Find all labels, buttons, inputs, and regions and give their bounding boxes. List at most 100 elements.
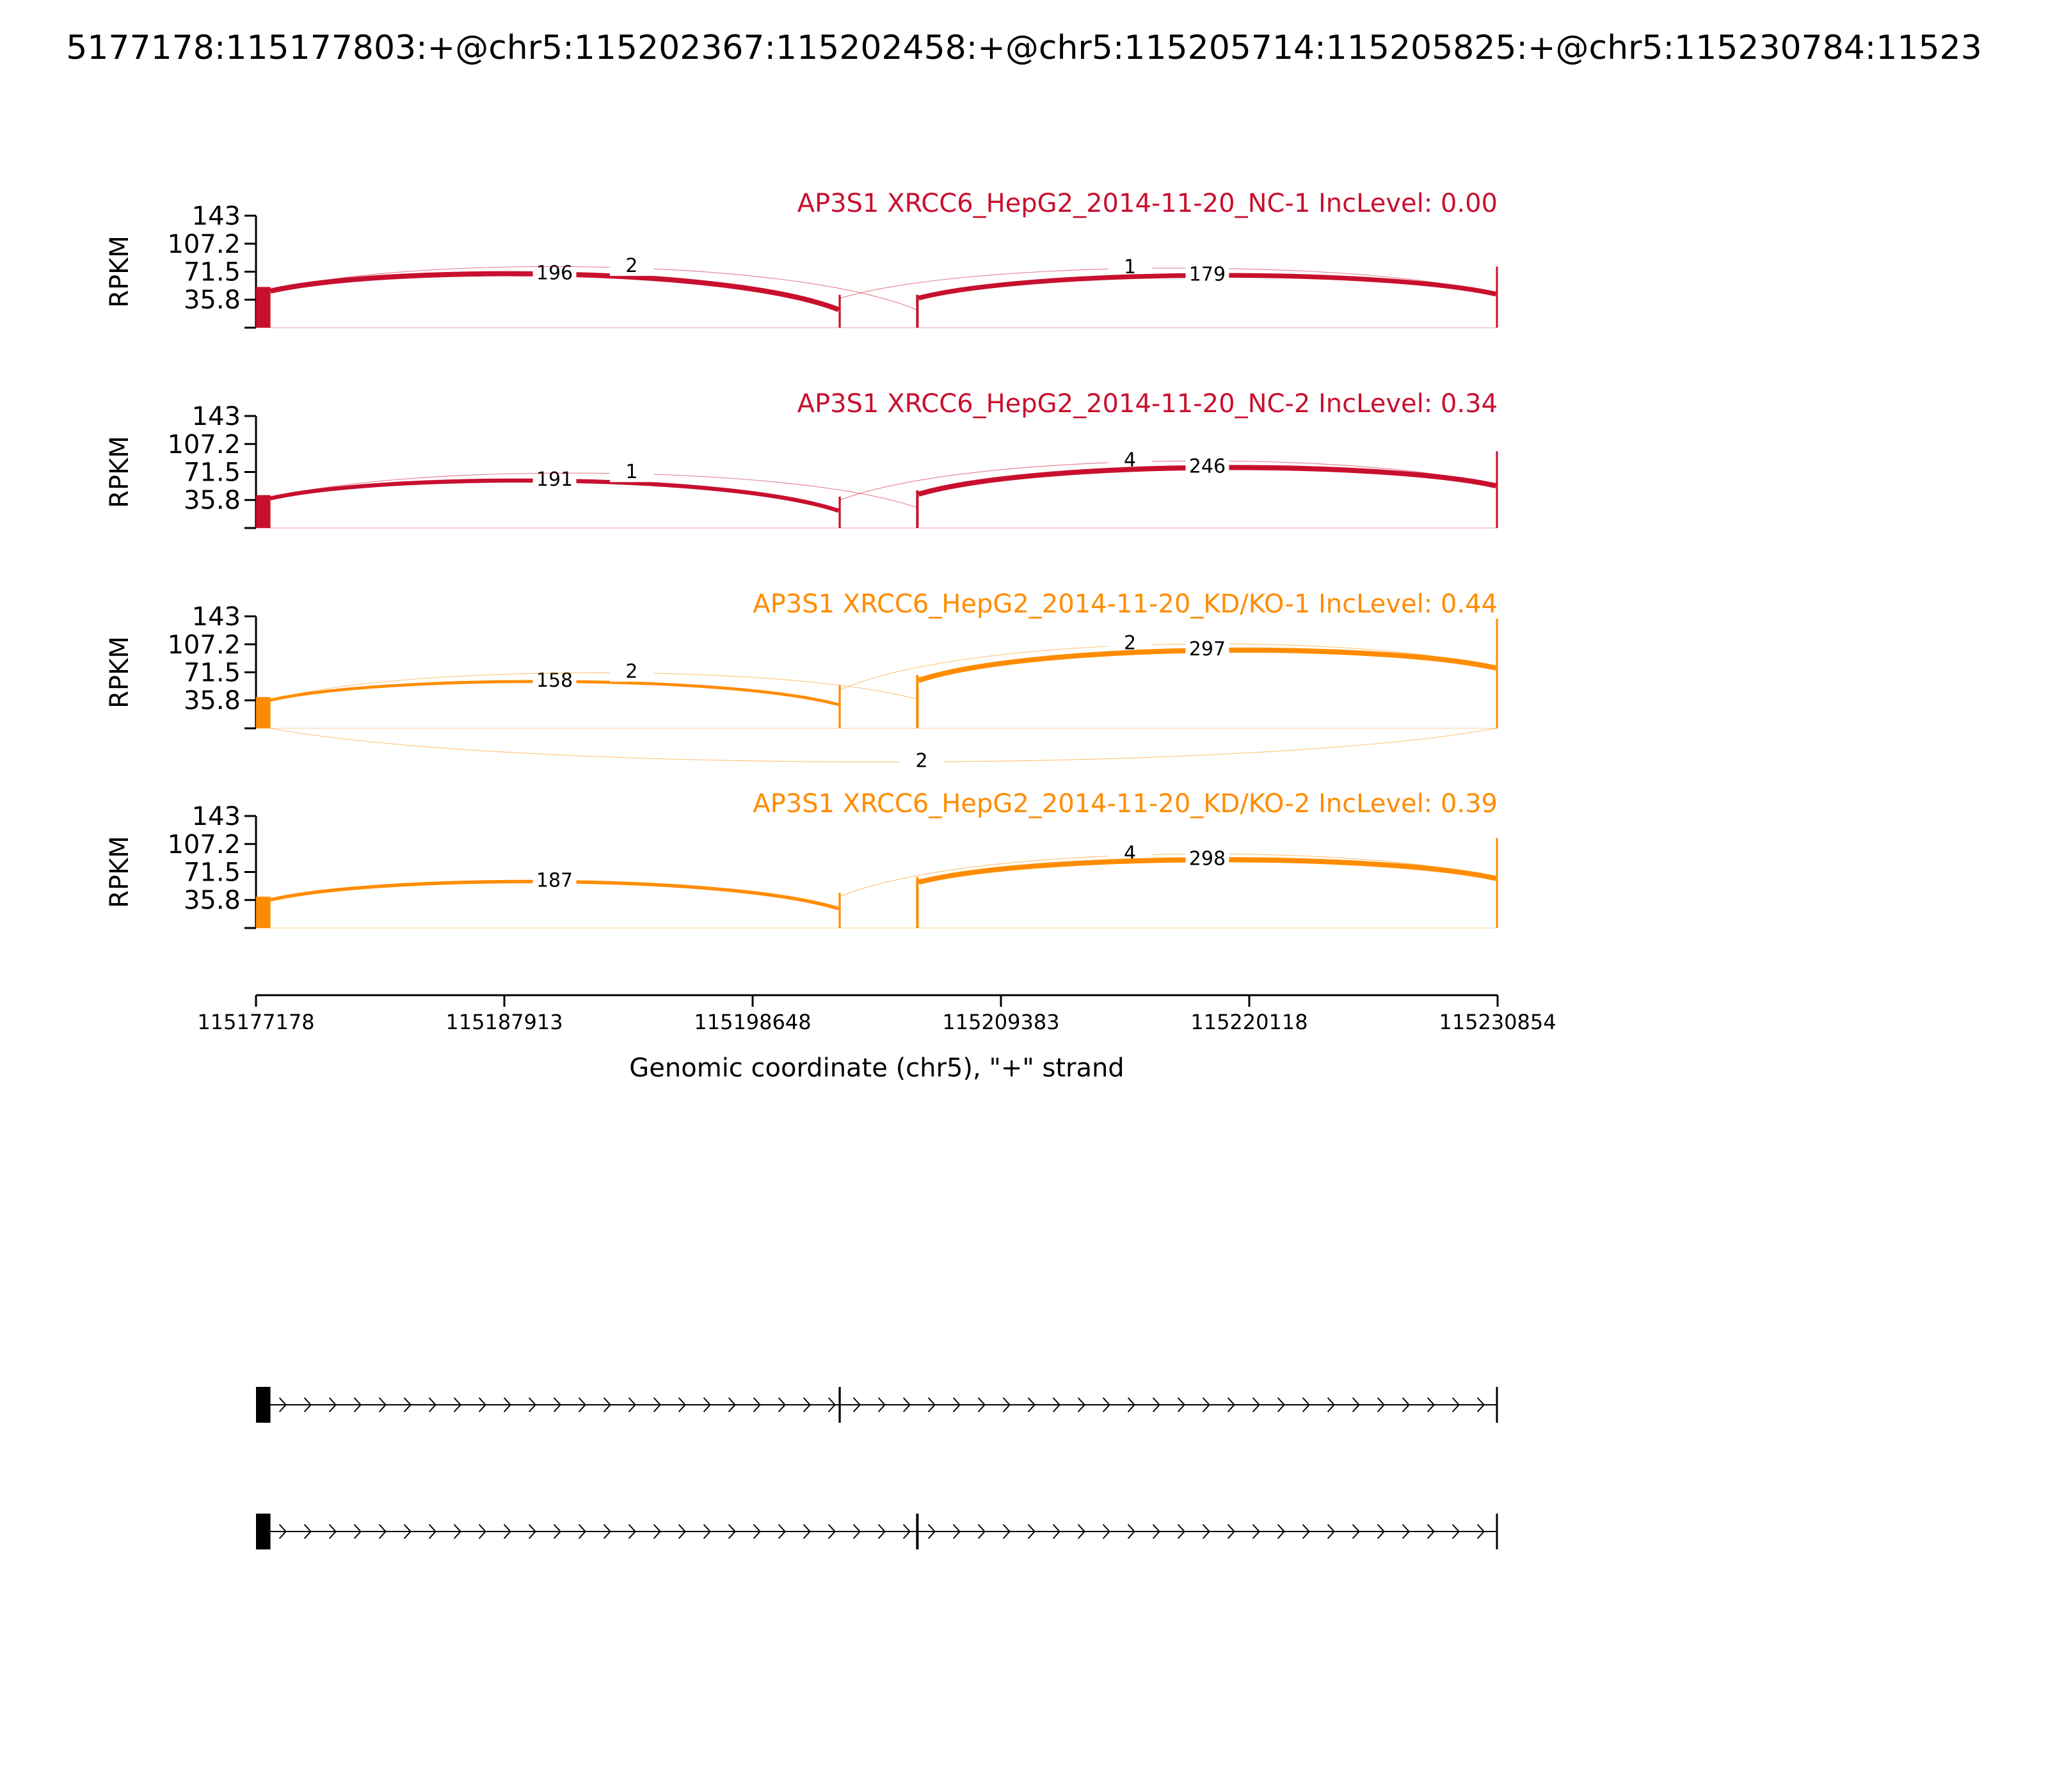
junction-arc xyxy=(270,728,1496,763)
y-tick-label: 107.2 xyxy=(167,230,241,259)
exon-coverage-bar xyxy=(916,877,919,928)
y-tick-label: 35.8 xyxy=(184,285,241,315)
y-tick-label: 107.2 xyxy=(167,830,241,860)
strand-arrow xyxy=(528,1397,536,1412)
y-axis-label: RPKM xyxy=(105,836,134,908)
y-tick-label: 143 xyxy=(192,802,241,831)
strand-arrow xyxy=(1402,1397,1410,1412)
y-tick-label: 71.5 xyxy=(184,858,241,888)
strand-arrow xyxy=(403,1397,412,1412)
strand-arrow xyxy=(753,1524,761,1539)
strand-arrow xyxy=(1202,1397,1210,1412)
strand-arrow xyxy=(1302,1524,1310,1539)
coverage-panels: AP3S1 XRCC6_HepG2_2014-11-20_NC-1 IncLev… xyxy=(105,189,1498,929)
strand-arrow xyxy=(828,1524,836,1539)
strand-arrow xyxy=(977,1397,986,1412)
strand-arrow xyxy=(1427,1397,1435,1412)
exon-coverage-bar xyxy=(838,497,841,528)
strand-arrow xyxy=(1352,1524,1360,1539)
coverage-panel-4: AP3S1 XRCC6_HepG2_2014-11-20_KD/KO-2 Inc… xyxy=(105,789,1498,929)
junction-arc xyxy=(270,672,916,701)
exon-coverage-bar xyxy=(916,294,919,328)
x-tick-label: 115177178 xyxy=(197,1010,314,1034)
junction-count-label: 297 xyxy=(1189,638,1226,660)
exon-block xyxy=(256,1514,271,1549)
strand-arrow xyxy=(952,1524,961,1539)
strand-arrow xyxy=(278,1397,287,1412)
y-tick-label: 71.5 xyxy=(184,258,241,287)
strand-arrow xyxy=(1052,1524,1060,1539)
x-axis-label: Genomic coordinate (chr5), "+" strand xyxy=(629,1053,1124,1083)
exon-coverage-bar xyxy=(1496,618,1498,728)
coverage-panel-2: AP3S1 XRCC6_HepG2_2014-11-20_NC-2 IncLev… xyxy=(105,389,1498,529)
junction-count-label: 2 xyxy=(915,750,927,772)
strand-arrow xyxy=(453,1524,461,1539)
junction-count-label: 187 xyxy=(536,870,573,892)
y-tick-label: 107.2 xyxy=(167,430,241,460)
strand-arrow xyxy=(852,1524,861,1539)
junction-count-label: 179 xyxy=(1189,263,1226,285)
y-tick-label: 143 xyxy=(192,202,241,231)
exon-coverage-bar xyxy=(1496,451,1498,528)
junction-label-box xyxy=(1108,447,1152,470)
strand-arrow xyxy=(1177,1524,1185,1539)
exon-coverage-bar xyxy=(256,897,271,928)
strand-arrow xyxy=(653,1524,661,1539)
junction-count-label: 1 xyxy=(625,461,637,483)
strand-arrow xyxy=(528,1524,536,1539)
strand-arrow xyxy=(877,1397,886,1412)
strand-arrow xyxy=(478,1524,486,1539)
exon-coverage-bar xyxy=(1496,266,1498,328)
strand-arrow xyxy=(1377,1524,1385,1539)
y-tick-label: 35.8 xyxy=(184,686,241,716)
strand-arrow xyxy=(1077,1524,1085,1539)
strand-arrow xyxy=(927,1397,936,1412)
y-tick-label: 71.5 xyxy=(184,458,241,488)
strand-arrow xyxy=(553,1524,561,1539)
y-axis-label: RPKM xyxy=(105,436,134,508)
x-tick-label: 115220118 xyxy=(1190,1010,1308,1034)
strand-arrow xyxy=(1152,1524,1160,1539)
strand-arrow xyxy=(1002,1397,1011,1412)
strand-arrow xyxy=(1327,1397,1335,1412)
exon-coverage-bar xyxy=(838,685,841,728)
exon-coverage-bar xyxy=(1496,838,1498,928)
junction-arc xyxy=(840,643,1496,690)
strand-arrow xyxy=(1027,1524,1036,1539)
strand-arrow xyxy=(753,1397,761,1412)
strand-arrow xyxy=(1402,1524,1410,1539)
junction-label-box xyxy=(900,748,944,771)
junction-label-box xyxy=(609,459,653,483)
strand-arrow xyxy=(1302,1397,1310,1412)
junction-label-box xyxy=(1185,636,1229,660)
strand-arrow xyxy=(328,1397,337,1412)
strand-arrow xyxy=(1127,1524,1135,1539)
junction-label-box xyxy=(609,253,653,276)
x-tick-label: 115198648 xyxy=(694,1010,811,1034)
strand-arrow xyxy=(653,1397,661,1412)
strand-arrow xyxy=(303,1524,312,1539)
x-axis: Genomic coordinate (chr5), "+" strand 11… xyxy=(197,994,1556,1083)
coverage-panel-3: AP3S1 XRCC6_HepG2_2014-11-20_KD/KO-1 Inc… xyxy=(105,589,1498,772)
strand-arrow xyxy=(503,1397,511,1412)
strand-arrow xyxy=(453,1397,461,1412)
isoform-tracks xyxy=(256,1387,1498,1549)
strand-arrow xyxy=(1352,1397,1360,1412)
strand-arrow xyxy=(803,1397,811,1412)
y-axis-label: RPKM xyxy=(105,636,134,708)
strand-arrow xyxy=(328,1524,337,1539)
strand-arrow xyxy=(803,1524,811,1539)
junction-count-label: 246 xyxy=(1189,456,1226,478)
junction-count-label: 298 xyxy=(1189,847,1226,870)
junction-label-box xyxy=(532,667,577,691)
junction-label-box xyxy=(1108,254,1152,278)
exon-block xyxy=(838,1387,841,1423)
strand-arrow xyxy=(403,1524,412,1539)
strand-arrow xyxy=(1252,1524,1260,1539)
strand-arrow xyxy=(603,1397,611,1412)
exon-coverage-bar xyxy=(838,892,841,928)
y-tick-label: 143 xyxy=(192,402,241,431)
exon-coverage-bar xyxy=(256,495,271,528)
strand-arrow xyxy=(1277,1397,1285,1412)
